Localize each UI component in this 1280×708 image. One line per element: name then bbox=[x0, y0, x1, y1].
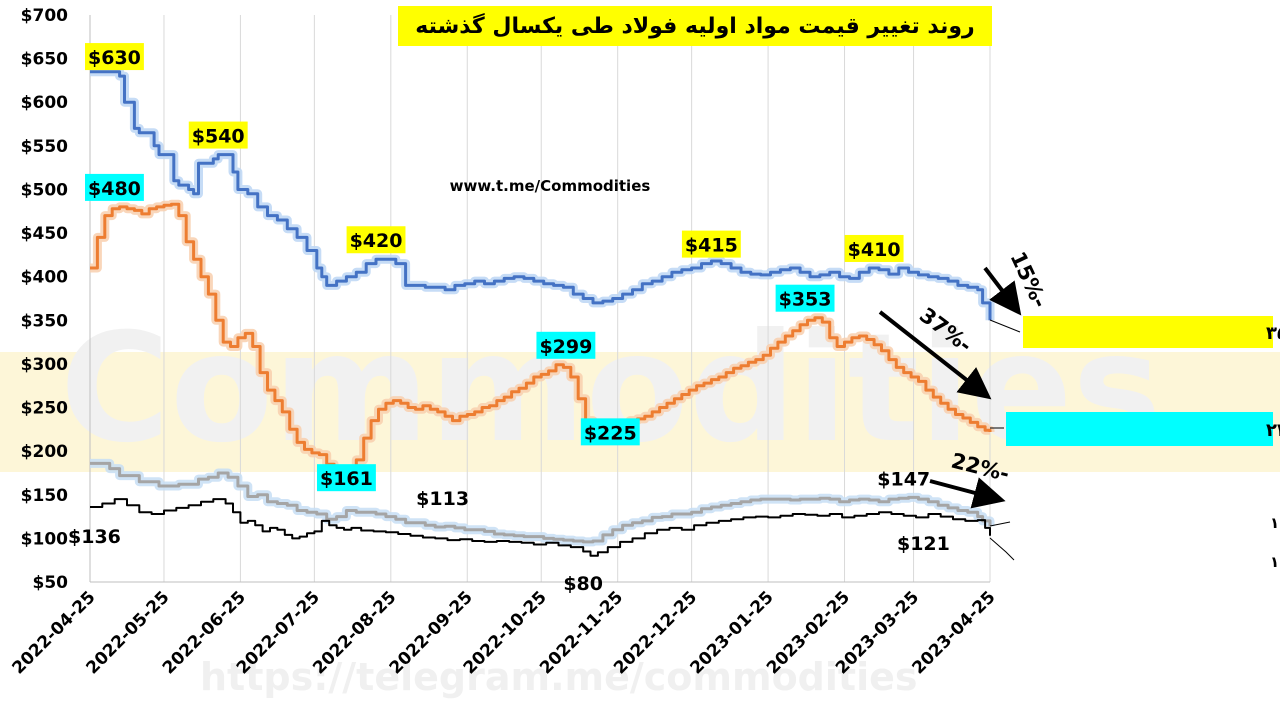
arrow-iron-change bbox=[929, 477, 1006, 509]
data-label-bg bbox=[580, 418, 640, 446]
arrow-coal-change bbox=[878, 310, 992, 400]
watermark-telegram-url: https://telegram.me/commodities bbox=[200, 655, 918, 699]
y-tick-label: $700 bbox=[21, 6, 68, 26]
y-tick-label: $500 bbox=[21, 180, 68, 200]
legend-label-iron-ore: سنگ آهن ۶۲٪ بنادر چین, $۱۰۳ bbox=[1270, 553, 1280, 572]
data-label-bg bbox=[536, 331, 596, 359]
y-tick-label: $650 bbox=[21, 50, 68, 70]
data-label: $113 bbox=[416, 488, 469, 510]
data-label: $147 bbox=[877, 468, 930, 490]
connector-iron-ore bbox=[989, 537, 1015, 561]
data-label-bg bbox=[844, 234, 904, 262]
series-line-1 bbox=[90, 202, 992, 487]
data-label-bg bbox=[775, 284, 835, 312]
legend: کک صادراتی چین, $۳۵۰ زغالسنگ فوب استرالی… bbox=[1006, 316, 1280, 572]
y-tick-label: $600 bbox=[21, 93, 68, 113]
series-line-3 bbox=[90, 498, 991, 557]
y-tick-label: $50 bbox=[33, 573, 69, 593]
legend-connectors bbox=[989, 319, 1021, 561]
series-layer bbox=[90, 67, 995, 557]
y-tick-label: $400 bbox=[21, 268, 68, 288]
data-label: $299 bbox=[539, 336, 592, 358]
y-tick-label: $200 bbox=[21, 442, 68, 462]
data-label-bg bbox=[85, 173, 144, 201]
data-label: $80 bbox=[563, 573, 603, 595]
connector-coke bbox=[989, 319, 1021, 333]
arrow-coke-change bbox=[983, 266, 1022, 316]
legend-item-iron-ore: سنگ آهن ۶۲٪ بنادر چین, $۱۰۳ bbox=[1270, 553, 1280, 572]
chart-title: روند تغییر قیمت مواد اولیه فولاد طی یکسا… bbox=[415, 12, 974, 39]
connector-concentrate bbox=[989, 521, 1011, 527]
watermark-url: www.t.me/Commodities bbox=[450, 177, 651, 195]
y-tick-label: $300 bbox=[21, 355, 68, 375]
legend-label-coal: زغالسنگ فوب استرالیا, $۲۲۲ bbox=[1266, 419, 1280, 441]
legend-label-concentrate: کنسانتره آهن بنادر چین, $۱۱۴ bbox=[1270, 514, 1280, 533]
y-tick-label: $100 bbox=[21, 529, 68, 549]
data-label-bg bbox=[188, 121, 248, 149]
y-tick-label: $250 bbox=[21, 399, 68, 419]
annotations: $630 $540 $420 $415 $410 $480 $161 $299 $225 $353… bbox=[68, 43, 950, 595]
data-label: $415 bbox=[685, 235, 738, 257]
legend-item-coal: زغالسنگ فوب استرالیا, $۲۲۲ bbox=[1006, 412, 1280, 446]
y-tick-label: $450 bbox=[21, 224, 68, 244]
data-label: $161 bbox=[320, 468, 373, 490]
data-label-bg bbox=[316, 464, 376, 492]
legend-label-coke: کک صادراتی چین, $۳۵۰ bbox=[1266, 323, 1280, 344]
data-label: $630 bbox=[88, 47, 141, 69]
data-label: $136 bbox=[68, 526, 121, 548]
series-glow-0 bbox=[90, 67, 995, 321]
data-label: $540 bbox=[192, 126, 245, 148]
data-label-bg bbox=[85, 43, 144, 71]
legend-item-coke: کک صادراتی چین, $۳۵۰ bbox=[1023, 316, 1280, 348]
data-label: $353 bbox=[779, 289, 832, 311]
data-label-bg bbox=[346, 226, 406, 254]
data-label: $225 bbox=[584, 422, 637, 444]
data-label: $480 bbox=[88, 178, 141, 200]
legend-item-concentrate: کنسانتره آهن بنادر چین, $۱۱۴ bbox=[1270, 514, 1280, 533]
chart-title-box: روند تغییر قیمت مواد اولیه فولاد طی یکسا… bbox=[398, 6, 992, 46]
data-label: $420 bbox=[350, 230, 403, 252]
y-tick-label: $350 bbox=[21, 311, 68, 331]
data-label: $121 bbox=[897, 533, 950, 555]
y-tick-label: $550 bbox=[21, 137, 68, 157]
y-tick-label: $150 bbox=[21, 486, 68, 506]
data-label-bg bbox=[681, 230, 741, 258]
series-line-0 bbox=[90, 70, 992, 321]
series-line-2 bbox=[90, 461, 992, 544]
data-label: $410 bbox=[848, 239, 901, 261]
